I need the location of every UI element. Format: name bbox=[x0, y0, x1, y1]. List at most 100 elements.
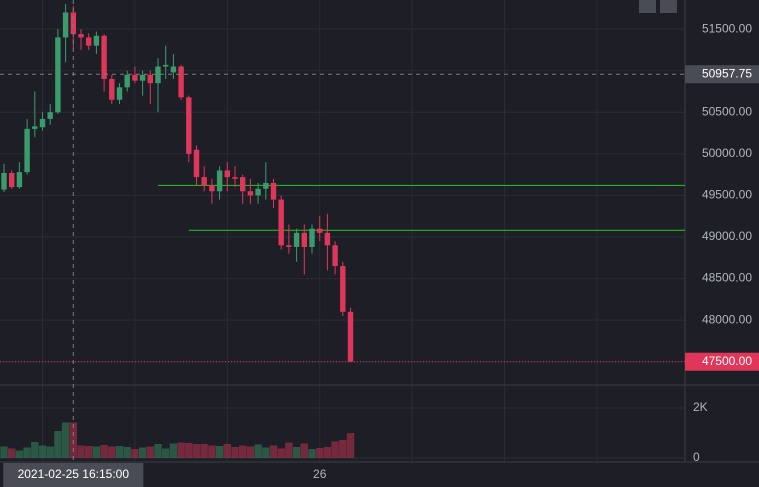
candle-body bbox=[193, 149, 200, 178]
volume-bar bbox=[285, 442, 293, 458]
candle-body bbox=[62, 12, 69, 38]
candle-body bbox=[255, 188, 261, 196]
volume-bar bbox=[146, 446, 154, 458]
candle-body bbox=[32, 126, 38, 129]
volume-bar bbox=[169, 443, 178, 458]
candle-body bbox=[24, 128, 30, 173]
candle-body bbox=[324, 232, 331, 246]
y-tick-label: 50500.00 bbox=[702, 104, 752, 118]
volume-bar bbox=[200, 444, 208, 458]
y-tick-label: 51500.00 bbox=[702, 21, 752, 35]
volume-bar bbox=[100, 445, 108, 458]
crosshair-price-box bbox=[685, 65, 759, 84]
last-price-label: 47500.00 bbox=[702, 354, 752, 368]
volume-bar bbox=[300, 443, 308, 458]
candle-body bbox=[147, 74, 153, 84]
volume-bar bbox=[115, 446, 124, 458]
candle-body bbox=[216, 170, 223, 192]
volume-bar bbox=[46, 446, 54, 458]
candle-body bbox=[240, 177, 246, 192]
candle-body bbox=[317, 228, 323, 233]
volume-bar bbox=[0, 446, 8, 458]
volume-bar bbox=[138, 447, 147, 458]
volume-bar bbox=[215, 446, 224, 458]
candle-body bbox=[109, 78, 115, 100]
volume-bar bbox=[262, 447, 270, 458]
y-tick-label: 50000.00 bbox=[702, 146, 752, 160]
volume-bar bbox=[162, 448, 170, 458]
y-tick-label: 49000.00 bbox=[702, 229, 752, 243]
candle-body bbox=[139, 74, 146, 81]
candle-body bbox=[47, 112, 53, 119]
candle-body bbox=[155, 66, 161, 84]
y-tick-label: 48500.00 bbox=[702, 271, 752, 285]
volume-bar bbox=[23, 447, 31, 458]
volume-bar bbox=[292, 447, 301, 458]
candle-body bbox=[347, 311, 354, 362]
volume-bar bbox=[269, 445, 278, 458]
y-tick-label: 48000.00 bbox=[702, 312, 752, 326]
candle-body bbox=[201, 177, 207, 186]
candle-body bbox=[232, 177, 238, 179]
volume-bar bbox=[346, 433, 355, 458]
x-tick-label: 26 bbox=[313, 467, 327, 481]
last-price-box bbox=[685, 352, 759, 371]
crosshair-price-label: 50957.75 bbox=[702, 66, 752, 80]
volume-bar bbox=[208, 445, 216, 458]
candle-body bbox=[224, 170, 230, 178]
candle-body bbox=[124, 74, 130, 88]
volume-bar bbox=[185, 443, 193, 458]
volume-bar bbox=[92, 446, 101, 458]
volume-bar bbox=[85, 446, 93, 458]
volume-bar bbox=[254, 444, 262, 458]
candle-body bbox=[278, 199, 284, 246]
volume-bar bbox=[308, 449, 316, 458]
candle-body bbox=[332, 245, 338, 267]
volume-bar bbox=[246, 446, 255, 458]
candle-body bbox=[247, 191, 254, 196]
volume-bar bbox=[231, 447, 239, 458]
volume-bar bbox=[316, 448, 324, 458]
scroll-up-button[interactable] bbox=[660, 0, 677, 13]
candle-body bbox=[170, 66, 177, 73]
volume-bar bbox=[108, 446, 116, 458]
candle-body bbox=[132, 74, 138, 81]
candle-body bbox=[101, 35, 107, 79]
scroll-down-button[interactable] bbox=[639, 0, 656, 13]
volume-bar bbox=[323, 447, 332, 458]
candle-body bbox=[340, 266, 346, 312]
candle-body bbox=[1, 172, 7, 190]
candle-body bbox=[9, 172, 15, 188]
candle-body bbox=[78, 34, 84, 38]
candle-body bbox=[186, 97, 192, 154]
volume-bar bbox=[154, 444, 162, 458]
volume-tick-label: 0 bbox=[693, 450, 700, 464]
candle-body bbox=[93, 35, 100, 46]
crosshair-time-box bbox=[3, 463, 144, 487]
y-tick-label: 49500.00 bbox=[702, 188, 752, 202]
volume-bar bbox=[192, 444, 201, 458]
volume-bar bbox=[239, 445, 247, 458]
toolbar[interactable] bbox=[639, 0, 677, 13]
volume-bar bbox=[331, 441, 339, 458]
candle-body bbox=[286, 245, 292, 247]
volume-bar bbox=[223, 444, 231, 458]
volume-tick-label: 2K bbox=[693, 400, 708, 414]
candle-body bbox=[163, 64, 169, 67]
volume-bar bbox=[123, 447, 131, 458]
volume-bar bbox=[177, 442, 185, 458]
candle-body bbox=[209, 185, 215, 192]
candle-body bbox=[70, 12, 76, 35]
volume-bar bbox=[61, 422, 70, 458]
candle-body bbox=[86, 37, 92, 46]
volume-bar bbox=[15, 450, 24, 458]
volume-bar bbox=[8, 448, 16, 458]
candle-body bbox=[293, 232, 300, 247]
volume-bar bbox=[38, 445, 47, 458]
candle-body bbox=[309, 228, 315, 247]
crosshair-time-label: 2021-02-25 16:15:00 bbox=[18, 467, 130, 481]
candle-body bbox=[263, 182, 269, 189]
